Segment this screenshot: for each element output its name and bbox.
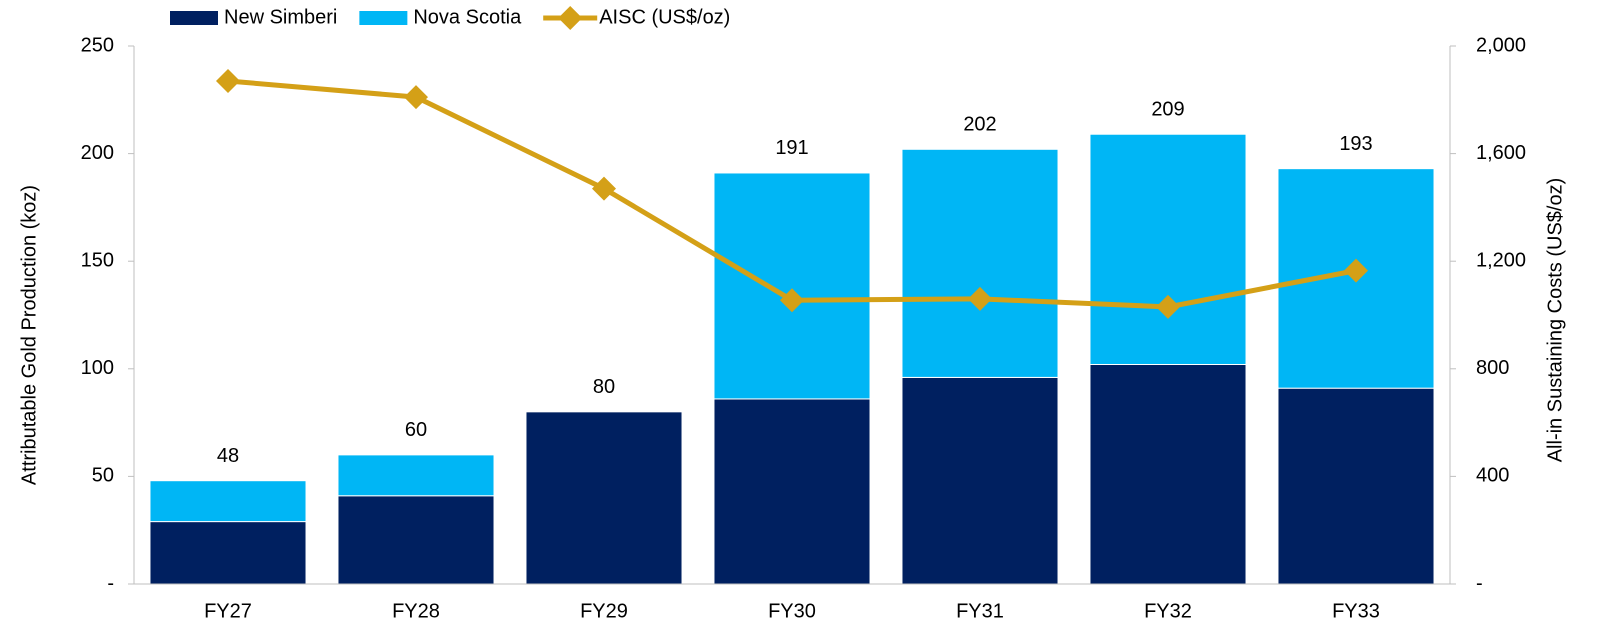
y2-tick-label: 1,600 [1476,142,1526,164]
bar-segment [337,495,495,585]
x-tick-label: FY28 [392,600,440,622]
bar-segment [1089,363,1247,585]
y2-tick-label: 400 [1476,465,1509,487]
bar-segment [337,454,495,497]
bar-segment [1089,133,1247,365]
total-label: 202 [963,114,996,136]
legend-label: New Simberi [224,6,337,28]
bar-segment [901,148,1059,378]
line-marker [968,286,992,311]
bar-segment [149,521,307,585]
line-marker [780,288,804,313]
legend-swatch [170,11,218,25]
y2-tick-label: 2,000 [1476,34,1526,56]
y-tick-label: 150 [81,249,114,271]
x-tick-label: FY31 [956,600,1004,622]
y2-tick-label: 1,200 [1476,249,1526,271]
x-tick-label: FY32 [1144,600,1192,622]
y-axis-title: Attributable Gold Production (koz) [18,185,40,485]
line-marker [592,176,616,201]
y2-tick-label: - [1476,572,1483,594]
bar-segment [901,376,1059,585]
total-label: 48 [217,445,239,467]
total-label: 193 [1339,133,1372,155]
y-tick-label: 200 [81,142,114,164]
y-tick-label: 100 [81,357,114,379]
y-tick-label: - [107,572,114,594]
bar-segment [525,411,683,585]
x-tick-label: FY30 [768,600,816,622]
line-marker [404,85,428,110]
x-tick-label: FY27 [204,600,252,622]
bar-segment [149,480,307,523]
line-marker [1344,258,1368,283]
legend-swatch [359,11,408,25]
line-marker [216,68,240,93]
y-tick-label: 250 [81,34,114,56]
x-tick-label: FY29 [580,600,628,622]
legend-marker [558,6,583,30]
total-label: 60 [405,419,427,441]
total-label: 80 [593,376,615,398]
total-label: 191 [775,137,808,159]
legend-label: Nova Scotia [413,6,522,28]
bar-segment [713,398,871,585]
y2-tick-label: 800 [1476,357,1509,379]
legend-label: AISC (US$/oz) [599,6,730,28]
y-tick-label: 50 [92,465,114,487]
bar-segment [713,172,871,400]
line-marker [1156,294,1180,319]
bar-segment [1277,387,1435,585]
y2-axis-title: All-in Sustaining Costs (US$/oz) [1544,178,1566,463]
x-tick-label: FY33 [1332,600,1380,622]
total-label: 209 [1151,99,1184,121]
